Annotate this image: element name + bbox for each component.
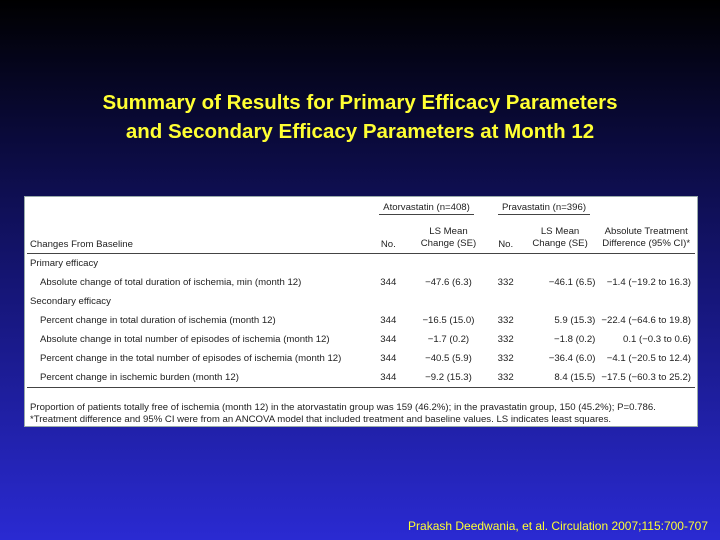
footnote-ancova: *Treatment difference and 95% CI were fr… — [30, 413, 612, 425]
table-row: Absolute change in total number of episo… — [40, 334, 691, 345]
results-table: Atorvastatin (n=408) Pravastatin (n=396)… — [27, 200, 695, 388]
results-table-panel: Atorvastatin (n=408) Pravastatin (n=396)… — [24, 196, 698, 427]
col-header-no-atorvastatin: No. — [366, 217, 411, 254]
section-label-primary: Primary efficacy — [30, 258, 99, 269]
column-header-row: Changes From Baseline No. LS Mean Change… — [27, 217, 695, 254]
col-header-difference: Absolute Treatment Difference (95% CI)* — [601, 217, 695, 254]
table-row: Percent change in ischemic burden (month… — [27, 368, 695, 388]
col-header-no-pravastatin: No. — [486, 217, 525, 254]
table-footnotes: Proportion of patients totally free of i… — [30, 402, 694, 425]
col-header-ls-atorvastatin: LS Mean Change (SE) — [410, 217, 487, 254]
footnote-ischemia-free: Proportion of patients totally free of i… — [30, 402, 656, 413]
table-row: Percent change in total duration of isch… — [40, 315, 691, 326]
citation: Prakash Deedwania, et al. Circulation 20… — [408, 519, 708, 533]
section-row-secondary: Secondary efficacy — [27, 292, 695, 311]
slide-title: Summary of Results for Primary Efficacy … — [0, 88, 720, 146]
section-row-primary: Primary efficacy — [27, 254, 695, 274]
table-row: Absolute change of total duration of isc… — [40, 277, 691, 288]
slide-title-line2: and Secondary Efficacy Parameters at Mon… — [125, 120, 595, 143]
col-header-ls-pravastatin: LS Mean Change (SE) — [524, 217, 602, 254]
col-header-changes: Changes From Baseline — [27, 217, 367, 254]
pravastatin-group-header: Pravastatin (n=396) — [487, 200, 602, 217]
atorvastatin-group-header: Atorvastatin (n=408) — [366, 200, 486, 217]
slide-title-line1: Summary of Results for Primary Efficacy … — [102, 91, 618, 114]
section-label-secondary: Secondary efficacy — [30, 296, 111, 307]
table-row: Percent change in the total number of ep… — [40, 353, 691, 364]
